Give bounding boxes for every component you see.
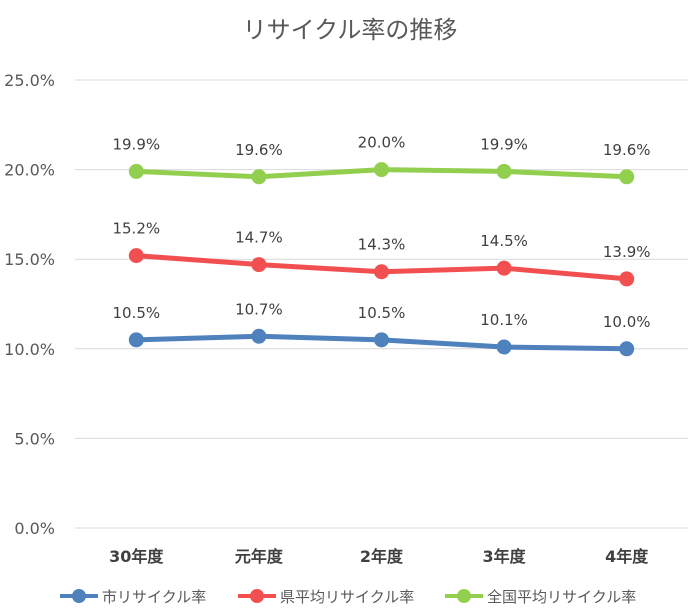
data-point: [251, 257, 267, 273]
data-point: [496, 260, 512, 276]
data-point: [496, 339, 512, 355]
legend-marker: [250, 589, 264, 603]
data-label: 10.7%: [235, 300, 283, 318]
x-tick-label: 30年度: [109, 547, 164, 566]
data-point: [619, 341, 635, 357]
data-label: 14.7%: [235, 229, 283, 247]
y-tick-label: 5.0%: [14, 429, 55, 448]
data-label: 15.2%: [112, 220, 160, 238]
data-label: 10.5%: [112, 304, 160, 322]
data-label: 10.5%: [358, 304, 406, 322]
legend-marker: [457, 589, 471, 603]
data-point: [251, 169, 267, 185]
data-label: 19.9%: [480, 135, 528, 153]
data-label: 10.1%: [480, 311, 528, 329]
data-label: 19.6%: [235, 141, 283, 159]
chart-title: リサイクル率の推移: [242, 16, 458, 44]
legend-swatch: [60, 589, 98, 603]
x-tick-label: 4年度: [605, 547, 649, 566]
y-tick-label: 0.0%: [14, 519, 55, 538]
legend-swatch: [445, 589, 483, 603]
data-point: [128, 332, 144, 348]
legend-item: 市リサイクル率: [60, 582, 206, 610]
legend-item: 県平均リサイクル率: [238, 582, 414, 610]
y-tick-label: 15.0%: [4, 250, 55, 269]
data-point: [374, 162, 389, 178]
y-tick-label: 20.0%: [4, 161, 55, 180]
legend-label: 全国平均リサイクル率: [487, 587, 637, 606]
legend-marker: [72, 589, 86, 603]
legend: 市リサイクル率 県平均リサイクル率 全国平均リサイクル率: [0, 582, 700, 610]
data-point: [619, 271, 635, 287]
data-point: [374, 332, 389, 348]
data-point: [374, 264, 389, 280]
legend-swatch: [238, 589, 276, 603]
data-label: 14.3%: [358, 236, 406, 254]
data-label: 19.6%: [603, 141, 651, 159]
x-tick-label: 3年度: [483, 547, 527, 566]
data-point: [128, 163, 144, 179]
x-tick-label: 2年度: [360, 547, 404, 566]
data-label: 20.0%: [358, 134, 406, 152]
data-point: [619, 169, 635, 185]
y-tick-label: 10.0%: [4, 340, 55, 359]
data-label: 14.5%: [480, 232, 528, 250]
data-label: 13.9%: [603, 243, 651, 261]
data-point: [251, 328, 267, 344]
x-tick-label: 元年度: [235, 547, 284, 566]
legend-label: 市リサイクル率: [102, 587, 207, 606]
legend-item: 全国平均リサイクル率: [445, 582, 636, 610]
data-label: 19.9%: [112, 135, 160, 153]
legend-label: 県平均リサイクル率: [280, 587, 415, 606]
y-tick-label: 25.0%: [4, 71, 55, 90]
data-label: 10.0%: [603, 313, 651, 331]
data-point: [128, 248, 144, 264]
data-point: [496, 163, 512, 179]
